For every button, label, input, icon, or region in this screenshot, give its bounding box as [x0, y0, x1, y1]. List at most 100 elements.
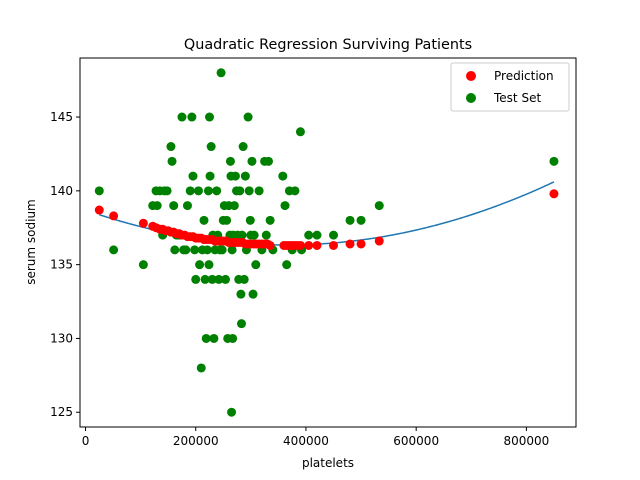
x-tick-label: 800000 [503, 434, 549, 448]
prediction-point [295, 240, 305, 250]
test-set-point [282, 260, 292, 270]
test-set-point [205, 171, 215, 181]
prediction-point [94, 205, 104, 215]
test-set-point [312, 230, 322, 240]
legend-marker-test-set [466, 93, 476, 103]
test-set-point [227, 407, 237, 417]
test-set-point [229, 201, 239, 211]
x-axis: 0 200000 400000 600000 800000 [82, 427, 549, 448]
test-set-point [238, 142, 248, 152]
test-set-point [230, 171, 240, 181]
test-set-point [214, 274, 224, 284]
legend-box [450, 62, 570, 112]
test-set-point [201, 333, 211, 343]
axes-frame [79, 57, 577, 428]
legend-marker-prediction [466, 71, 476, 81]
legend: Prediction Test Set [450, 62, 570, 112]
plot-area [94, 68, 559, 417]
test-set-point [162, 186, 172, 196]
prediction-point [109, 211, 119, 221]
test-set-point [205, 112, 215, 122]
test-set-point [261, 230, 271, 240]
test-set-point [236, 319, 246, 329]
prediction-point [329, 240, 339, 250]
test-set-point [248, 289, 258, 299]
x-tick-label: 400000 [283, 434, 329, 448]
x-axis-label: platelets [302, 456, 354, 470]
test-set-point [295, 127, 305, 137]
x-tick-label: 600000 [393, 434, 439, 448]
x-tick-label: 200000 [173, 434, 219, 448]
test-set-point [374, 201, 384, 211]
test-set-point [204, 260, 214, 270]
prediction-point [549, 189, 559, 199]
test-set-point [216, 68, 226, 78]
test-set-point [220, 274, 230, 284]
test-set-point [356, 215, 366, 225]
test-set-point [190, 245, 200, 255]
test-set-point [290, 186, 300, 196]
test-set-point [177, 112, 187, 122]
test-set-point [152, 201, 162, 211]
legend-label-prediction: Prediction [494, 69, 554, 83]
test-set-point [235, 186, 245, 196]
test-set-point [345, 215, 355, 225]
y-axis-label: serum sodium [24, 199, 38, 285]
test-set-point [167, 156, 177, 166]
test-set-point [203, 186, 213, 196]
test-set-point [245, 215, 255, 225]
test-set-point [243, 112, 253, 122]
prediction-point [345, 239, 355, 249]
test-set-point [181, 245, 191, 255]
y-tick-label: 140 [50, 184, 73, 198]
chart-title: Quadratic Regression Surviving Patients [184, 37, 472, 53]
prediction-point [374, 236, 384, 246]
test-set-point [244, 186, 254, 196]
x-tick-label: 0 [82, 434, 90, 448]
test-set-point [265, 215, 275, 225]
y-tick-label: 125 [50, 405, 73, 419]
test-set-point [109, 245, 119, 255]
test-set-point [280, 201, 290, 211]
prediction-point [138, 218, 148, 228]
test-set-point [191, 274, 201, 284]
test-set-point [227, 245, 237, 255]
test-set-point [200, 274, 210, 284]
test-set-point [549, 156, 559, 166]
test-set-point [207, 274, 217, 284]
test-set-point [263, 156, 273, 166]
test-set-point [254, 186, 264, 196]
test-set-point [209, 333, 219, 343]
test-set-point [278, 171, 288, 181]
test-set-point [188, 171, 198, 181]
test-set-point [240, 171, 250, 181]
test-set-point [249, 230, 259, 240]
test-set-point [236, 289, 246, 299]
test-set-point [187, 112, 197, 122]
test-set-point [237, 230, 247, 240]
test-set-point [170, 245, 180, 255]
test-set-point [185, 186, 195, 196]
test-set-point [247, 156, 257, 166]
y-tick-label: 130 [50, 331, 73, 345]
prediction-point [356, 239, 366, 249]
test-set-point [193, 186, 203, 196]
test-set-point [202, 245, 212, 255]
test-set-point [228, 333, 238, 343]
test-set-point [212, 186, 222, 196]
test-set-point [166, 142, 176, 152]
test-set-point [169, 201, 179, 211]
test-set-point [225, 156, 235, 166]
test-set-point [217, 245, 227, 255]
y-tick-label: 145 [50, 110, 73, 124]
legend-label-test-set: Test Set [493, 91, 541, 105]
test-set-point [182, 201, 192, 211]
test-set-point [196, 363, 206, 373]
test-set-point [94, 186, 104, 196]
test-set-point [304, 230, 314, 240]
prediction-point [312, 240, 322, 250]
test-set-point [206, 142, 216, 152]
test-set-point [222, 215, 232, 225]
test-set-point [239, 274, 249, 284]
